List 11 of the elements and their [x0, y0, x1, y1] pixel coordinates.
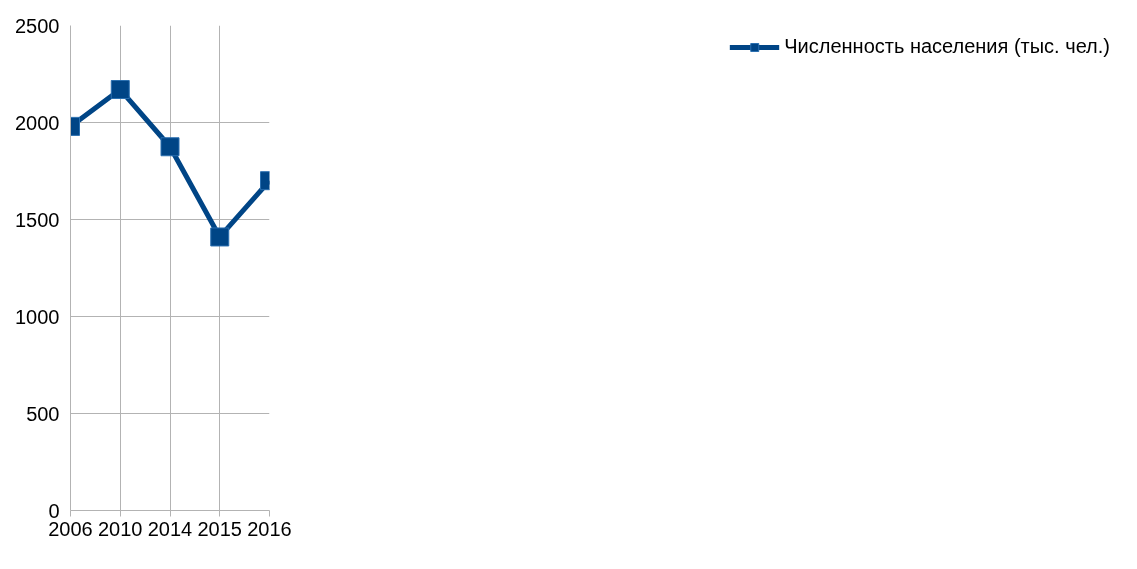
x-tick-label: 2014 — [147, 517, 193, 540]
x-tick-label: 2015 — [197, 517, 242, 540]
y-tick-label: 2500 — [15, 14, 60, 37]
y-tick-label: 1500 — [15, 208, 60, 231]
point — [160, 137, 180, 157]
y-tick-label: 2000 — [15, 111, 60, 134]
legend-label: Численность населения (тыс. чел.) — [784, 35, 1110, 58]
x-tick-label: 2010 — [98, 517, 143, 540]
x-tick-label: 2016 — [247, 517, 292, 540]
y-tick-label: 500 — [26, 402, 60, 425]
y-tick-label: 1000 — [15, 305, 60, 328]
